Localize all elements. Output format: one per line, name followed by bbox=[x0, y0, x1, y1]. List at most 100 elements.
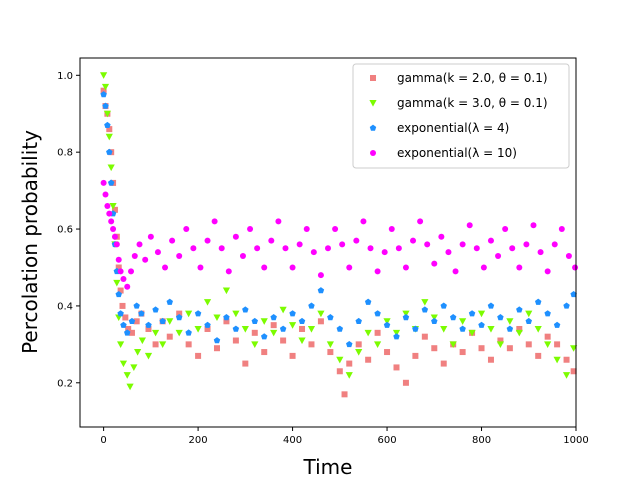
data-point bbox=[554, 341, 561, 348]
data-point bbox=[563, 302, 570, 309]
data-point bbox=[412, 352, 419, 359]
data-point bbox=[175, 329, 183, 337]
data-point bbox=[327, 349, 334, 356]
axes: 0 200 400 600 800 1000 0.2 0.4 0.6 0.8 1.0 bbox=[57, 71, 589, 446]
data-point bbox=[117, 287, 124, 294]
data-point bbox=[120, 321, 127, 328]
data-point bbox=[468, 310, 476, 317]
data-point bbox=[497, 314, 504, 321]
data-point bbox=[144, 352, 153, 360]
data-point bbox=[185, 329, 192, 336]
data-point bbox=[254, 245, 261, 252]
x-tick-label: 200 bbox=[189, 435, 208, 446]
data-point bbox=[261, 349, 268, 356]
data-point bbox=[332, 226, 339, 233]
legend-label: exponential(λ = 4) bbox=[397, 121, 509, 135]
data-point bbox=[194, 325, 202, 333]
data-point bbox=[185, 310, 193, 318]
data-point bbox=[239, 252, 246, 259]
data-point bbox=[459, 325, 466, 332]
data-point bbox=[275, 218, 282, 225]
x-tick-label: 800 bbox=[472, 435, 491, 446]
data-point bbox=[468, 329, 476, 337]
data-point bbox=[213, 314, 221, 322]
data-point bbox=[166, 333, 173, 340]
data-point bbox=[103, 110, 111, 118]
data-point bbox=[410, 237, 417, 244]
data-point bbox=[105, 133, 113, 141]
data-point bbox=[374, 329, 381, 336]
data-point bbox=[138, 310, 145, 317]
data-point bbox=[516, 306, 523, 313]
y-tick-label: 0.2 bbox=[57, 378, 73, 389]
legend: gamma(k = 2.0, θ = 0.1) gamma(k = 3.0, θ … bbox=[352, 63, 570, 169]
data-point bbox=[154, 249, 161, 256]
data-point bbox=[544, 310, 551, 317]
data-point bbox=[534, 298, 542, 305]
data-point bbox=[440, 302, 447, 309]
data-point bbox=[289, 310, 296, 317]
data-point bbox=[502, 226, 509, 233]
y-tick-label: 1.0 bbox=[57, 71, 73, 82]
data-point bbox=[289, 352, 296, 359]
data-point bbox=[126, 383, 134, 391]
y-tick-label: 0.8 bbox=[57, 148, 73, 159]
x-tick-label: 600 bbox=[378, 435, 397, 446]
data-point bbox=[374, 310, 381, 317]
data-point bbox=[452, 268, 459, 275]
data-point bbox=[525, 341, 532, 348]
plot-frame bbox=[79, 57, 577, 428]
data-point bbox=[402, 379, 409, 386]
data-point bbox=[317, 287, 325, 294]
data-point bbox=[232, 337, 239, 344]
data-point bbox=[299, 325, 306, 332]
data-point bbox=[222, 287, 231, 295]
series-2-points bbox=[100, 72, 578, 391]
data-point bbox=[565, 252, 572, 259]
data-point bbox=[534, 325, 542, 333]
data-point bbox=[102, 191, 109, 198]
data-point bbox=[268, 237, 275, 244]
data-point bbox=[204, 325, 211, 332]
data-point bbox=[106, 148, 113, 155]
data-point bbox=[109, 202, 117, 210]
x-axis-label: Time bbox=[303, 455, 353, 479]
data-point bbox=[346, 264, 353, 271]
data-point bbox=[261, 264, 268, 271]
data-point bbox=[225, 268, 232, 275]
data-point bbox=[558, 226, 565, 233]
data-point bbox=[477, 310, 486, 318]
data-point bbox=[553, 321, 561, 328]
data-point bbox=[115, 290, 122, 298]
data-point bbox=[279, 306, 287, 314]
data-point bbox=[194, 310, 202, 317]
data-point bbox=[365, 356, 372, 363]
data-point bbox=[151, 329, 160, 337]
data-point bbox=[393, 333, 400, 340]
data-point bbox=[537, 249, 544, 256]
data-point bbox=[232, 310, 240, 318]
data-point bbox=[119, 302, 126, 309]
data-point bbox=[298, 337, 306, 345]
data-point bbox=[544, 268, 551, 275]
data-point bbox=[117, 341, 125, 348]
data-point bbox=[326, 341, 334, 348]
data-point bbox=[393, 364, 400, 371]
data-point bbox=[412, 325, 419, 332]
data-point bbox=[341, 391, 348, 398]
data-point bbox=[336, 325, 344, 332]
data-point bbox=[247, 226, 254, 233]
data-point bbox=[120, 276, 127, 283]
data-point bbox=[523, 241, 530, 248]
data-point bbox=[336, 356, 344, 364]
data-point bbox=[107, 164, 115, 172]
data-point bbox=[197, 264, 204, 271]
data-point bbox=[402, 264, 409, 271]
data-point bbox=[124, 329, 131, 336]
data-point bbox=[128, 329, 135, 336]
data-point bbox=[279, 325, 287, 332]
data-point bbox=[478, 345, 485, 352]
data-point bbox=[113, 279, 121, 287]
x-tick-label: 1000 bbox=[563, 435, 588, 446]
legend-label: gamma(k = 3.0, θ = 0.1) bbox=[397, 96, 548, 110]
